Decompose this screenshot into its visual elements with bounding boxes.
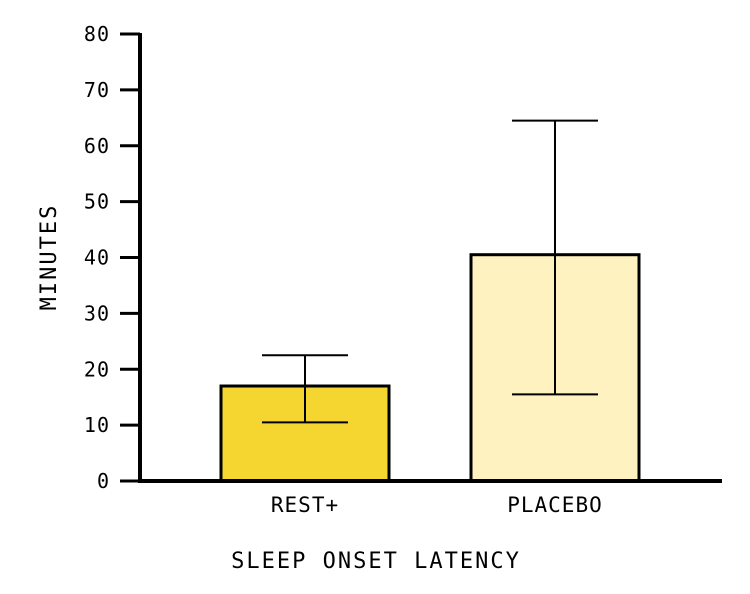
x-category-label: REST+ bbox=[271, 493, 339, 517]
error-bars bbox=[262, 119, 598, 424]
y-tick-label: 20 bbox=[84, 357, 110, 381]
x-category-label: PLACEBO bbox=[507, 493, 603, 517]
y-axis-ticks: 0 10 20 30 40 50 60 70 80 bbox=[84, 22, 140, 493]
x-axis-title: SLEEP ONSET LATENCY bbox=[231, 549, 521, 574]
y-tick-label: 0 bbox=[97, 469, 110, 493]
y-tick-label: 80 bbox=[84, 22, 110, 46]
y-tick-label: 50 bbox=[84, 190, 110, 214]
y-tick-label: 30 bbox=[84, 301, 110, 325]
y-tick-label: 60 bbox=[84, 134, 110, 158]
y-tick-label: 70 bbox=[84, 78, 110, 102]
y-tick-label: 10 bbox=[84, 413, 110, 437]
x-axis-labels: REST+ PLACEBO bbox=[271, 493, 603, 517]
y-tick-label: 40 bbox=[84, 246, 110, 270]
bars bbox=[219, 253, 641, 483]
y-axis-title: MINUTES bbox=[37, 204, 62, 311]
